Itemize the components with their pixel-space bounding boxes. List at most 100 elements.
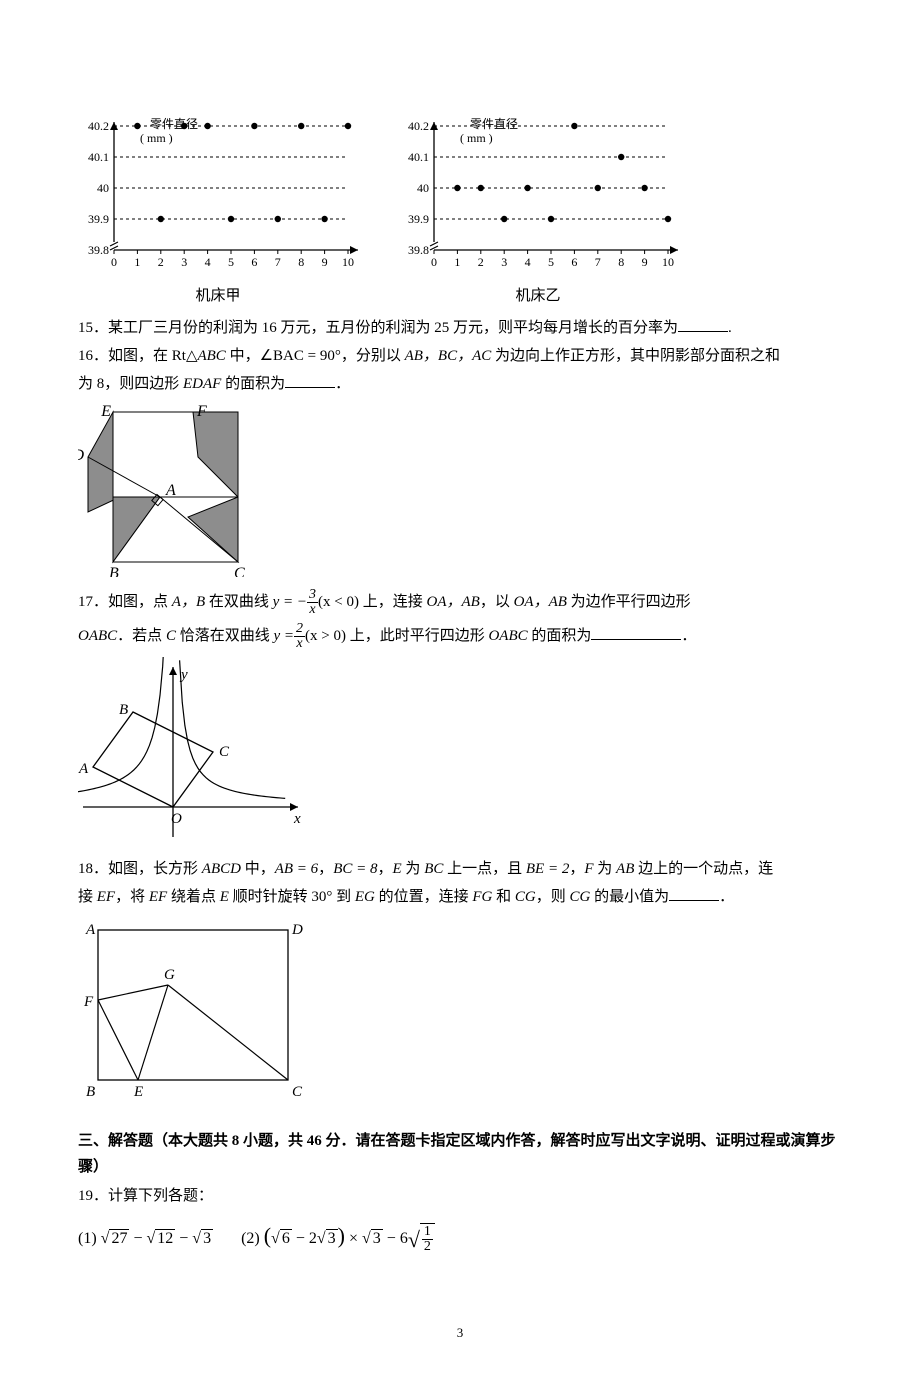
svg-text:C: C xyxy=(234,565,245,577)
svg-text:9: 9 xyxy=(322,255,328,269)
q15: 15．某工厂三月份的利润为 16 万元，五月份的利润为 25 万元，则平均每月增… xyxy=(78,316,842,340)
svg-text:7: 7 xyxy=(595,255,601,269)
svg-text:F: F xyxy=(196,403,207,420)
q19-expr: (1) √27 − √12 − √3 (2) (√6 − 2√3) × √3 −… xyxy=(78,1212,842,1264)
q17-blank xyxy=(591,624,681,640)
q17-l2e: 的面积为 xyxy=(528,628,592,644)
q18-c2: ， xyxy=(377,861,392,877)
q19-head: 19．计算下列各题： xyxy=(78,1184,842,1208)
q18-eqBE: BE = 2 xyxy=(526,861,569,877)
svg-text:39.9: 39.9 xyxy=(408,212,429,226)
svg-text:5: 5 xyxy=(228,255,234,269)
q15-text: 某工厂三月份的利润为 16 万元，五月份的利润为 25 万元，则平均每月增长的百… xyxy=(108,320,678,336)
q18-EG: EG xyxy=(355,889,375,905)
q18-c1: ， xyxy=(318,861,333,877)
svg-text:3: 3 xyxy=(181,255,187,269)
q17-mid4: 为边作平行四边形 xyxy=(567,594,691,610)
svg-text:40.1: 40.1 xyxy=(88,150,109,164)
svg-text:6: 6 xyxy=(571,255,577,269)
svg-text:7: 7 xyxy=(275,255,281,269)
q17-mid2: 上，连接 xyxy=(363,594,427,610)
svg-text:40.1: 40.1 xyxy=(408,150,429,164)
q16-e: 为 8，则四边形 xyxy=(78,376,183,392)
q17-figure: yxOABC xyxy=(78,657,842,847)
section3-title: 三、解答题（本大题共 8 小题，共 46 分．请在答题卡指定区域内作答，解答时应… xyxy=(78,1129,842,1180)
q17-eq1-paren: (x < 0) xyxy=(318,594,359,610)
q17-eq2-left: y = xyxy=(273,628,294,644)
q19-p2e: 6 xyxy=(400,1230,408,1247)
q19-text: 计算下列各题： xyxy=(108,1188,213,1204)
svg-text:C: C xyxy=(219,744,230,760)
svg-text:x: x xyxy=(293,811,301,827)
svg-text:零件直径: 零件直径 xyxy=(150,117,198,131)
q18-EF2: EF xyxy=(149,889,167,905)
svg-text:3: 3 xyxy=(501,255,507,269)
q17-l2b: ．若点 xyxy=(117,628,166,644)
svg-text:1: 1 xyxy=(134,255,140,269)
q18-b: 中， xyxy=(241,861,275,877)
svg-text:A: A xyxy=(78,761,89,777)
q18-f: 边上的一个动点，连 xyxy=(634,861,773,877)
svg-text:O: O xyxy=(171,811,182,827)
svg-text:40.2: 40.2 xyxy=(408,119,429,133)
svg-text:2: 2 xyxy=(158,255,164,269)
svg-text:B: B xyxy=(109,565,119,577)
q18-l2g: ，则 xyxy=(536,889,570,905)
q19-num: 19． xyxy=(78,1188,108,1204)
svg-text:39.9: 39.9 xyxy=(88,212,109,226)
svg-text:4: 4 xyxy=(525,255,531,269)
q17-mid3: ，以 xyxy=(480,594,514,610)
q18-eqAB: AB = 6 xyxy=(275,861,318,877)
q16-tail: ． xyxy=(335,376,350,392)
q18-line2: 接 EF，将 EF 绕着点 E 顺时针旋转 30° 到 EG 的位置，连接 FG… xyxy=(78,885,842,909)
q19-p2a: 6 xyxy=(280,1229,292,1248)
q18-E: E xyxy=(393,861,402,877)
q18-l2f: 和 xyxy=(492,889,515,905)
q17-eq1-num: 3 xyxy=(307,588,318,603)
svg-text:A: A xyxy=(165,482,176,499)
q18-l2b: ，将 xyxy=(115,889,149,905)
svg-text:C: C xyxy=(292,1084,303,1100)
q19-p2fn: 1 xyxy=(422,1225,433,1240)
svg-text:10: 10 xyxy=(342,255,354,269)
q17-num: 17． xyxy=(78,594,108,610)
q18-c3: ， xyxy=(569,861,584,877)
svg-text:零件直径: 零件直径 xyxy=(470,117,518,131)
q17-tail: ． xyxy=(681,628,696,644)
q17-eq2-den: x xyxy=(294,637,305,651)
q19-p2-label: (2) xyxy=(241,1230,260,1247)
q17-C: C xyxy=(166,628,176,644)
svg-text:机床甲: 机床甲 xyxy=(195,287,240,304)
q19-p2c: 3 xyxy=(326,1229,338,1248)
svg-text:D: D xyxy=(78,447,84,464)
q18-l2d: 顺时针旋转 30° 到 xyxy=(229,889,355,905)
q16-angle: ∠BAC = 90° xyxy=(260,348,341,364)
svg-text:E: E xyxy=(133,1084,143,1100)
q17-eq1-left: y = − xyxy=(273,594,307,610)
q16-line2: 为 8，则四边形 EDAF 的面积为． xyxy=(78,372,842,396)
svg-text:6: 6 xyxy=(251,255,257,269)
q16-blank xyxy=(285,372,335,388)
q18-l2c: 绕着点 xyxy=(167,889,220,905)
q17-OAAB: OA，AB xyxy=(427,594,480,610)
q18-FG: FG xyxy=(472,889,492,905)
q17-l2d: 上，此时平行四边形 xyxy=(350,628,489,644)
q18-num: 18． xyxy=(78,861,108,877)
q19-p2fd: 2 xyxy=(422,1240,433,1254)
q18-ABCD: ABCD xyxy=(202,861,241,877)
q18-c: 为 xyxy=(402,861,425,877)
svg-text:4: 4 xyxy=(205,255,211,269)
svg-text:8: 8 xyxy=(618,255,624,269)
q17-OABC2: OABC xyxy=(488,628,527,644)
q18-l2h: 的最小值为 xyxy=(590,889,669,905)
scatter-chart-b: 39.839.94040.140.2012345678910零件直径( mm )… xyxy=(398,116,678,306)
q18-blank xyxy=(669,885,719,901)
svg-text:B: B xyxy=(86,1084,95,1100)
q17-eq1-den: x xyxy=(307,603,318,617)
q19-p1a: 27 xyxy=(109,1229,129,1248)
q18-BC: BC xyxy=(424,861,443,877)
svg-text:( mm ): ( mm ) xyxy=(140,131,173,145)
q17-eq2-num: 2 xyxy=(294,622,305,637)
q19-p1b: 12 xyxy=(155,1229,175,1248)
q19-p1-label: (1) xyxy=(78,1230,97,1247)
